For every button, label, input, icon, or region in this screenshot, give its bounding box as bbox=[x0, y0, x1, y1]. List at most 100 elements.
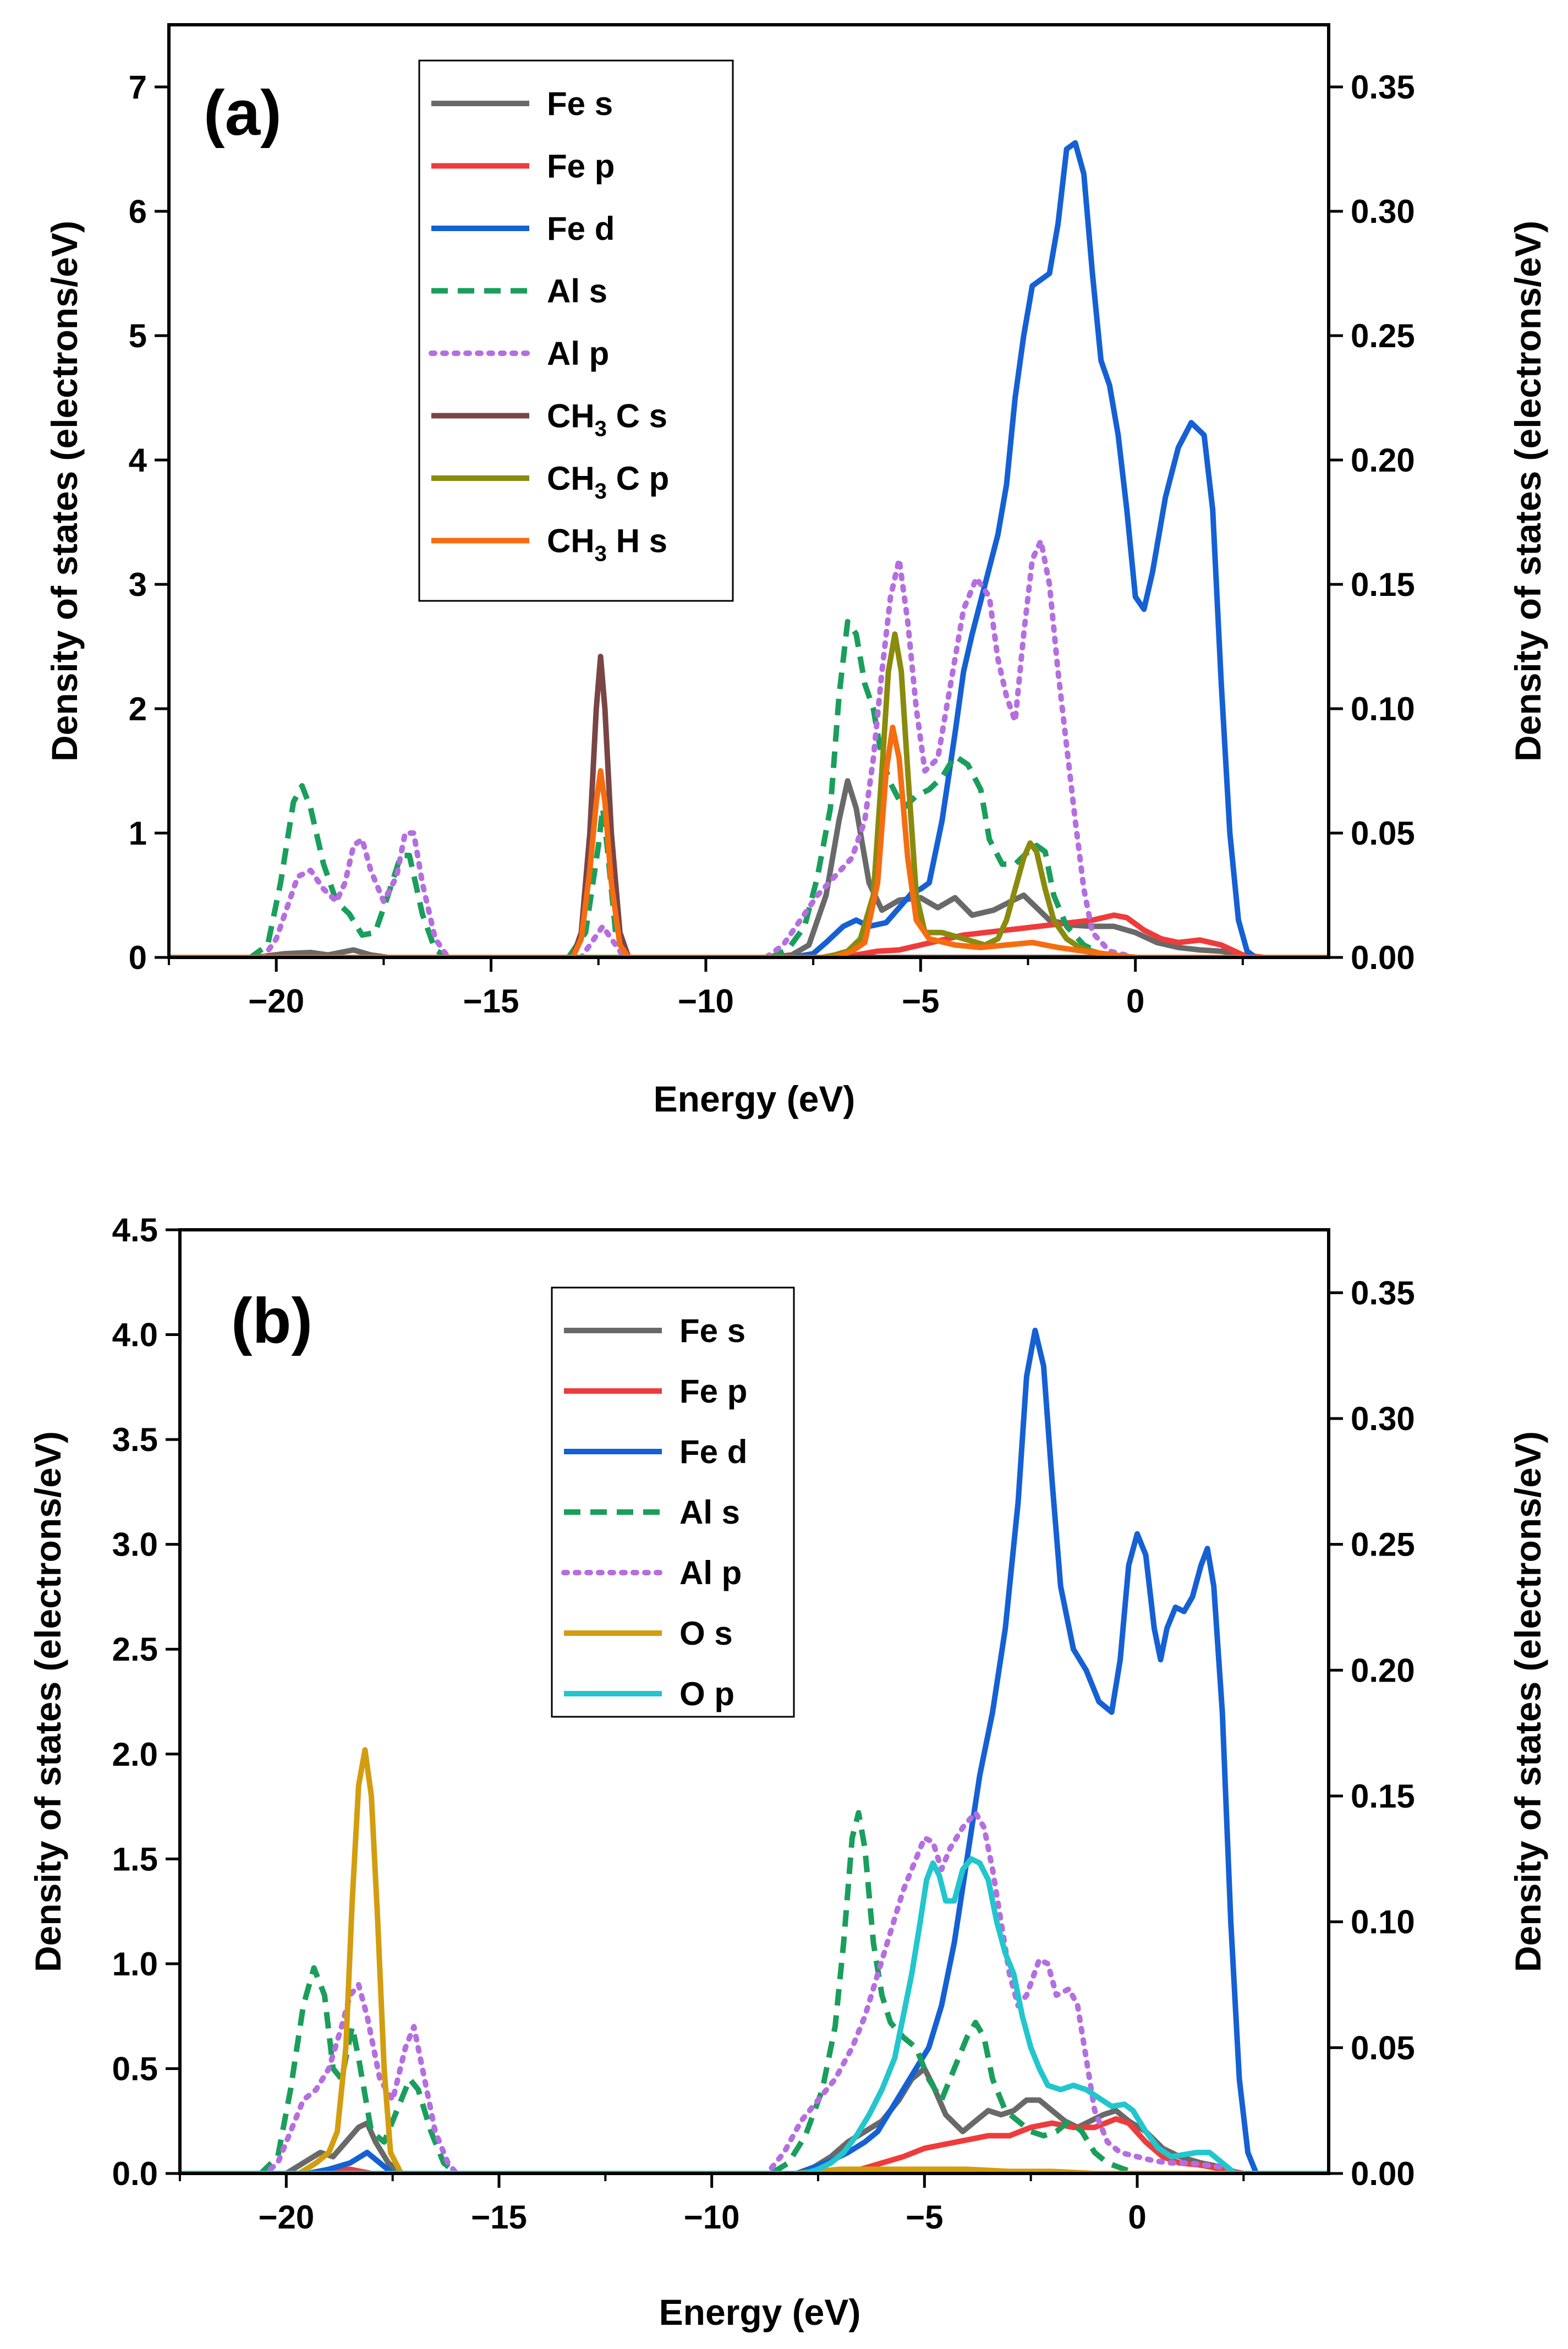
y-tick-label: 3.5 bbox=[112, 1421, 158, 1458]
y2-tick-label: 0.25 bbox=[1351, 317, 1415, 354]
x-tick-label: −15 bbox=[463, 983, 519, 1020]
panel-b: −20 −15 −10 −5 0 0.0 0.5 1.0 1.5 2.0 2.5 3.0 3.5 4.0 4… bbox=[28, 1212, 1548, 2332]
legend-label-main: CH bbox=[547, 523, 595, 560]
series-line-al-p bbox=[180, 1810, 1329, 2173]
y-tick-label: 7 bbox=[129, 69, 147, 106]
y2-tick-label: 0.15 bbox=[1351, 566, 1415, 603]
series-line-al-s bbox=[169, 618, 1329, 957]
y-tick-label: 6 bbox=[129, 193, 147, 230]
legend-label-main: O s bbox=[679, 1615, 733, 1652]
y-tick-label: 0.0 bbox=[112, 2155, 158, 2192]
series-group bbox=[169, 140, 1329, 957]
y-axis-label: Density of states (electrons/eV) bbox=[44, 221, 85, 762]
legend-label: Fe p bbox=[547, 148, 615, 185]
y2-tick-label: 0.35 bbox=[1351, 1274, 1415, 1311]
y-tick-label: 0 bbox=[129, 939, 147, 976]
legend-label-tail: H s bbox=[607, 523, 667, 560]
y2-tick-label: 0.05 bbox=[1351, 2029, 1415, 2066]
x-tick-label: −5 bbox=[906, 2199, 943, 2236]
legend-label: CH3 C p bbox=[547, 460, 669, 503]
y-tick-label: 1 bbox=[129, 815, 147, 852]
x-tick-label: −15 bbox=[471, 2199, 527, 2236]
x-tick-label: 0 bbox=[1126, 983, 1144, 1020]
series-group bbox=[180, 1327, 1329, 2173]
legend-label: Al s bbox=[547, 273, 607, 310]
legend-label-main: CH bbox=[547, 460, 595, 497]
y2-axis-label: Density of states (electrons/eV) bbox=[1507, 221, 1548, 762]
y-tick-label: 3 bbox=[129, 566, 147, 603]
series-line-fe-d bbox=[169, 140, 1329, 957]
x-tick-label: −5 bbox=[902, 983, 939, 1020]
y-tick-label: 4.5 bbox=[112, 1212, 158, 1249]
y-tick-label: 1.5 bbox=[112, 1841, 158, 1877]
y-tick-label: 1.0 bbox=[112, 1946, 158, 1983]
legend-label-main: Al p bbox=[547, 335, 609, 372]
y-tick-label: 4 bbox=[129, 442, 147, 479]
x-tick-label: −10 bbox=[684, 2199, 740, 2236]
series-line-fe-p bbox=[169, 912, 1329, 957]
legend-label: Fe d bbox=[547, 210, 615, 247]
y2-tick-label: 0.10 bbox=[1351, 691, 1415, 727]
x-axis-label: Energy (eV) bbox=[654, 1078, 856, 1119]
y2-tick-label: 0.25 bbox=[1351, 1526, 1415, 1563]
y-axis-label: Density of states (electrons/eV) bbox=[28, 1431, 68, 1972]
x-tick-label: −20 bbox=[248, 983, 304, 1020]
plot-frame bbox=[167, 23, 1330, 959]
y2-tick-label: 0.35 bbox=[1351, 69, 1415, 106]
y2-tick-label: 0.20 bbox=[1351, 442, 1415, 479]
y2-tick-label: 0.10 bbox=[1351, 1904, 1415, 1941]
legend-label-main: Al s bbox=[547, 273, 607, 310]
y-tick-label: 5 bbox=[129, 317, 147, 354]
legend-label: Al p bbox=[547, 335, 609, 372]
legend-label: CH3 H s bbox=[547, 523, 667, 566]
series-line-ch3-h-s bbox=[169, 724, 1329, 957]
legend-label-subscript: 3 bbox=[595, 479, 607, 503]
y-tick-label: 2 bbox=[129, 691, 147, 727]
legend-label-main: Fe p bbox=[679, 1373, 747, 1410]
y2-tick-label: 0.30 bbox=[1351, 193, 1415, 230]
legend-box bbox=[551, 1286, 795, 1718]
legend-label: Fe d bbox=[679, 1433, 747, 1470]
legend-label-subscript: 3 bbox=[595, 542, 607, 566]
legend-label: Fe s bbox=[679, 1312, 745, 1349]
y2-tick-label: 0.20 bbox=[1351, 1652, 1415, 1689]
legend-label-main: Fe s bbox=[679, 1312, 745, 1349]
series-line-ch3-c-s bbox=[169, 654, 1329, 957]
legend-label-tail: C s bbox=[607, 398, 667, 435]
legend-label-main: Al s bbox=[679, 1494, 740, 1531]
legend-label-main: Al p bbox=[679, 1554, 742, 1591]
legend-box bbox=[418, 59, 734, 602]
panel-label: (b) bbox=[231, 1285, 312, 1356]
y-tick-label: 0.5 bbox=[112, 2050, 158, 2087]
panel-a: −20 −15 −10 −5 0 0 1 2 3 4 5 6 7 0.00 0.05 0.10 0.15 0.20… bbox=[44, 23, 1548, 1119]
legend-label-main: Fe p bbox=[547, 148, 615, 185]
y2-tick-label: 0.05 bbox=[1351, 815, 1415, 852]
legend-label: O p bbox=[679, 1675, 734, 1712]
legend-label-main: CH bbox=[547, 398, 595, 435]
legend-label: Fe p bbox=[679, 1373, 747, 1410]
x-tick-label: 0 bbox=[1128, 2199, 1146, 2236]
x-tick-label: −10 bbox=[678, 983, 734, 1020]
series-line-o-p bbox=[180, 1856, 1329, 2173]
series-line-al-p bbox=[169, 538, 1329, 957]
y2-tick-label: 0.15 bbox=[1351, 1778, 1415, 1815]
y-tick-label: 2.5 bbox=[112, 1631, 158, 1668]
y2-axis-label: Density of states (electrons/eV) bbox=[1507, 1431, 1548, 1972]
x-tick-label: −20 bbox=[258, 2199, 314, 2236]
legend-label-main: Fe d bbox=[547, 210, 615, 247]
series-line-fe-s bbox=[169, 778, 1329, 957]
y2-tick-label: 0.00 bbox=[1351, 2155, 1415, 2192]
series-line-fe-d bbox=[180, 1327, 1329, 2173]
legend-label-main: Fe d bbox=[679, 1433, 747, 1470]
y-tick-label: 4.0 bbox=[112, 1317, 158, 1354]
series-line-o-s bbox=[180, 1747, 1329, 2173]
legend-label: CH3 C s bbox=[547, 398, 667, 441]
legend: Fe s Fe p Fe d Al s Al p O s O p bbox=[551, 1286, 795, 1718]
y2-tick-label: 0.30 bbox=[1351, 1400, 1415, 1437]
y-tick-label: 3.0 bbox=[112, 1526, 158, 1563]
y-tick-label: 2.0 bbox=[112, 1736, 158, 1773]
legend-label: O s bbox=[679, 1615, 733, 1652]
legend-label: Al s bbox=[679, 1494, 740, 1531]
legend-label: Fe s bbox=[547, 85, 613, 122]
